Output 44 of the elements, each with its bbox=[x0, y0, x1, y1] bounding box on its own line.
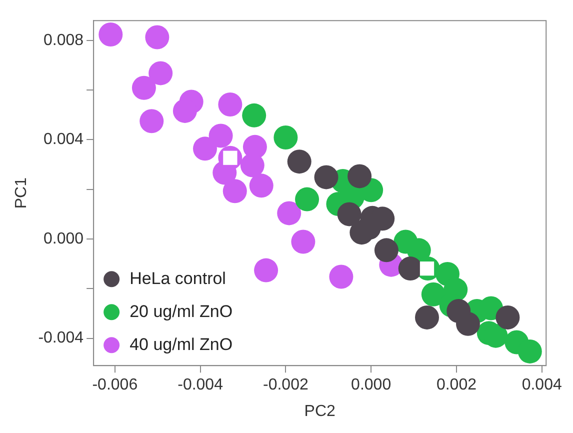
point bbox=[274, 126, 298, 150]
point bbox=[192, 136, 217, 161]
point bbox=[145, 25, 170, 50]
legend-label: 20 ug/ml ZnO bbox=[130, 302, 233, 321]
point bbox=[172, 98, 197, 123]
y-tick-label: -0.004 bbox=[38, 330, 84, 347]
point bbox=[140, 109, 164, 134]
point bbox=[242, 103, 266, 128]
point bbox=[222, 179, 247, 204]
point bbox=[374, 238, 398, 262]
point bbox=[249, 174, 274, 198]
y-tick-label: 0.000 bbox=[44, 230, 84, 248]
point bbox=[287, 150, 312, 174]
point bbox=[446, 298, 471, 323]
x-tick-label: -0.002 bbox=[263, 376, 308, 394]
legend-label: 40 ug/ml ZnO bbox=[130, 334, 233, 354]
point bbox=[415, 305, 440, 330]
point bbox=[277, 201, 302, 226]
x-tick-label: 0.000 bbox=[351, 376, 392, 394]
y-axis-title: PC1 bbox=[13, 177, 30, 209]
x-tick-label: -0.004 bbox=[178, 376, 224, 394]
x-tick-label: 0.004 bbox=[522, 376, 562, 394]
point bbox=[208, 124, 233, 148]
point bbox=[348, 164, 372, 188]
legend-label: HeLa control bbox=[130, 268, 226, 288]
point bbox=[337, 202, 362, 226]
point bbox=[240, 153, 264, 178]
x-tick-label: 0.002 bbox=[436, 376, 477, 394]
point bbox=[98, 22, 123, 46]
point bbox=[329, 264, 354, 289]
y-tick-label: 0.004 bbox=[44, 131, 84, 148]
point bbox=[291, 230, 316, 254]
point bbox=[295, 187, 320, 212]
point bbox=[148, 61, 173, 86]
x-tick-label: -0.006 bbox=[92, 376, 138, 394]
x-axis-title: PC2 bbox=[304, 402, 336, 420]
point bbox=[132, 76, 156, 100]
point bbox=[518, 339, 542, 364]
y-tick-label: 0.008 bbox=[44, 32, 84, 49]
point bbox=[254, 258, 278, 282]
point bbox=[496, 305, 520, 330]
point bbox=[314, 165, 338, 190]
point bbox=[421, 282, 446, 306]
point bbox=[218, 92, 242, 116]
